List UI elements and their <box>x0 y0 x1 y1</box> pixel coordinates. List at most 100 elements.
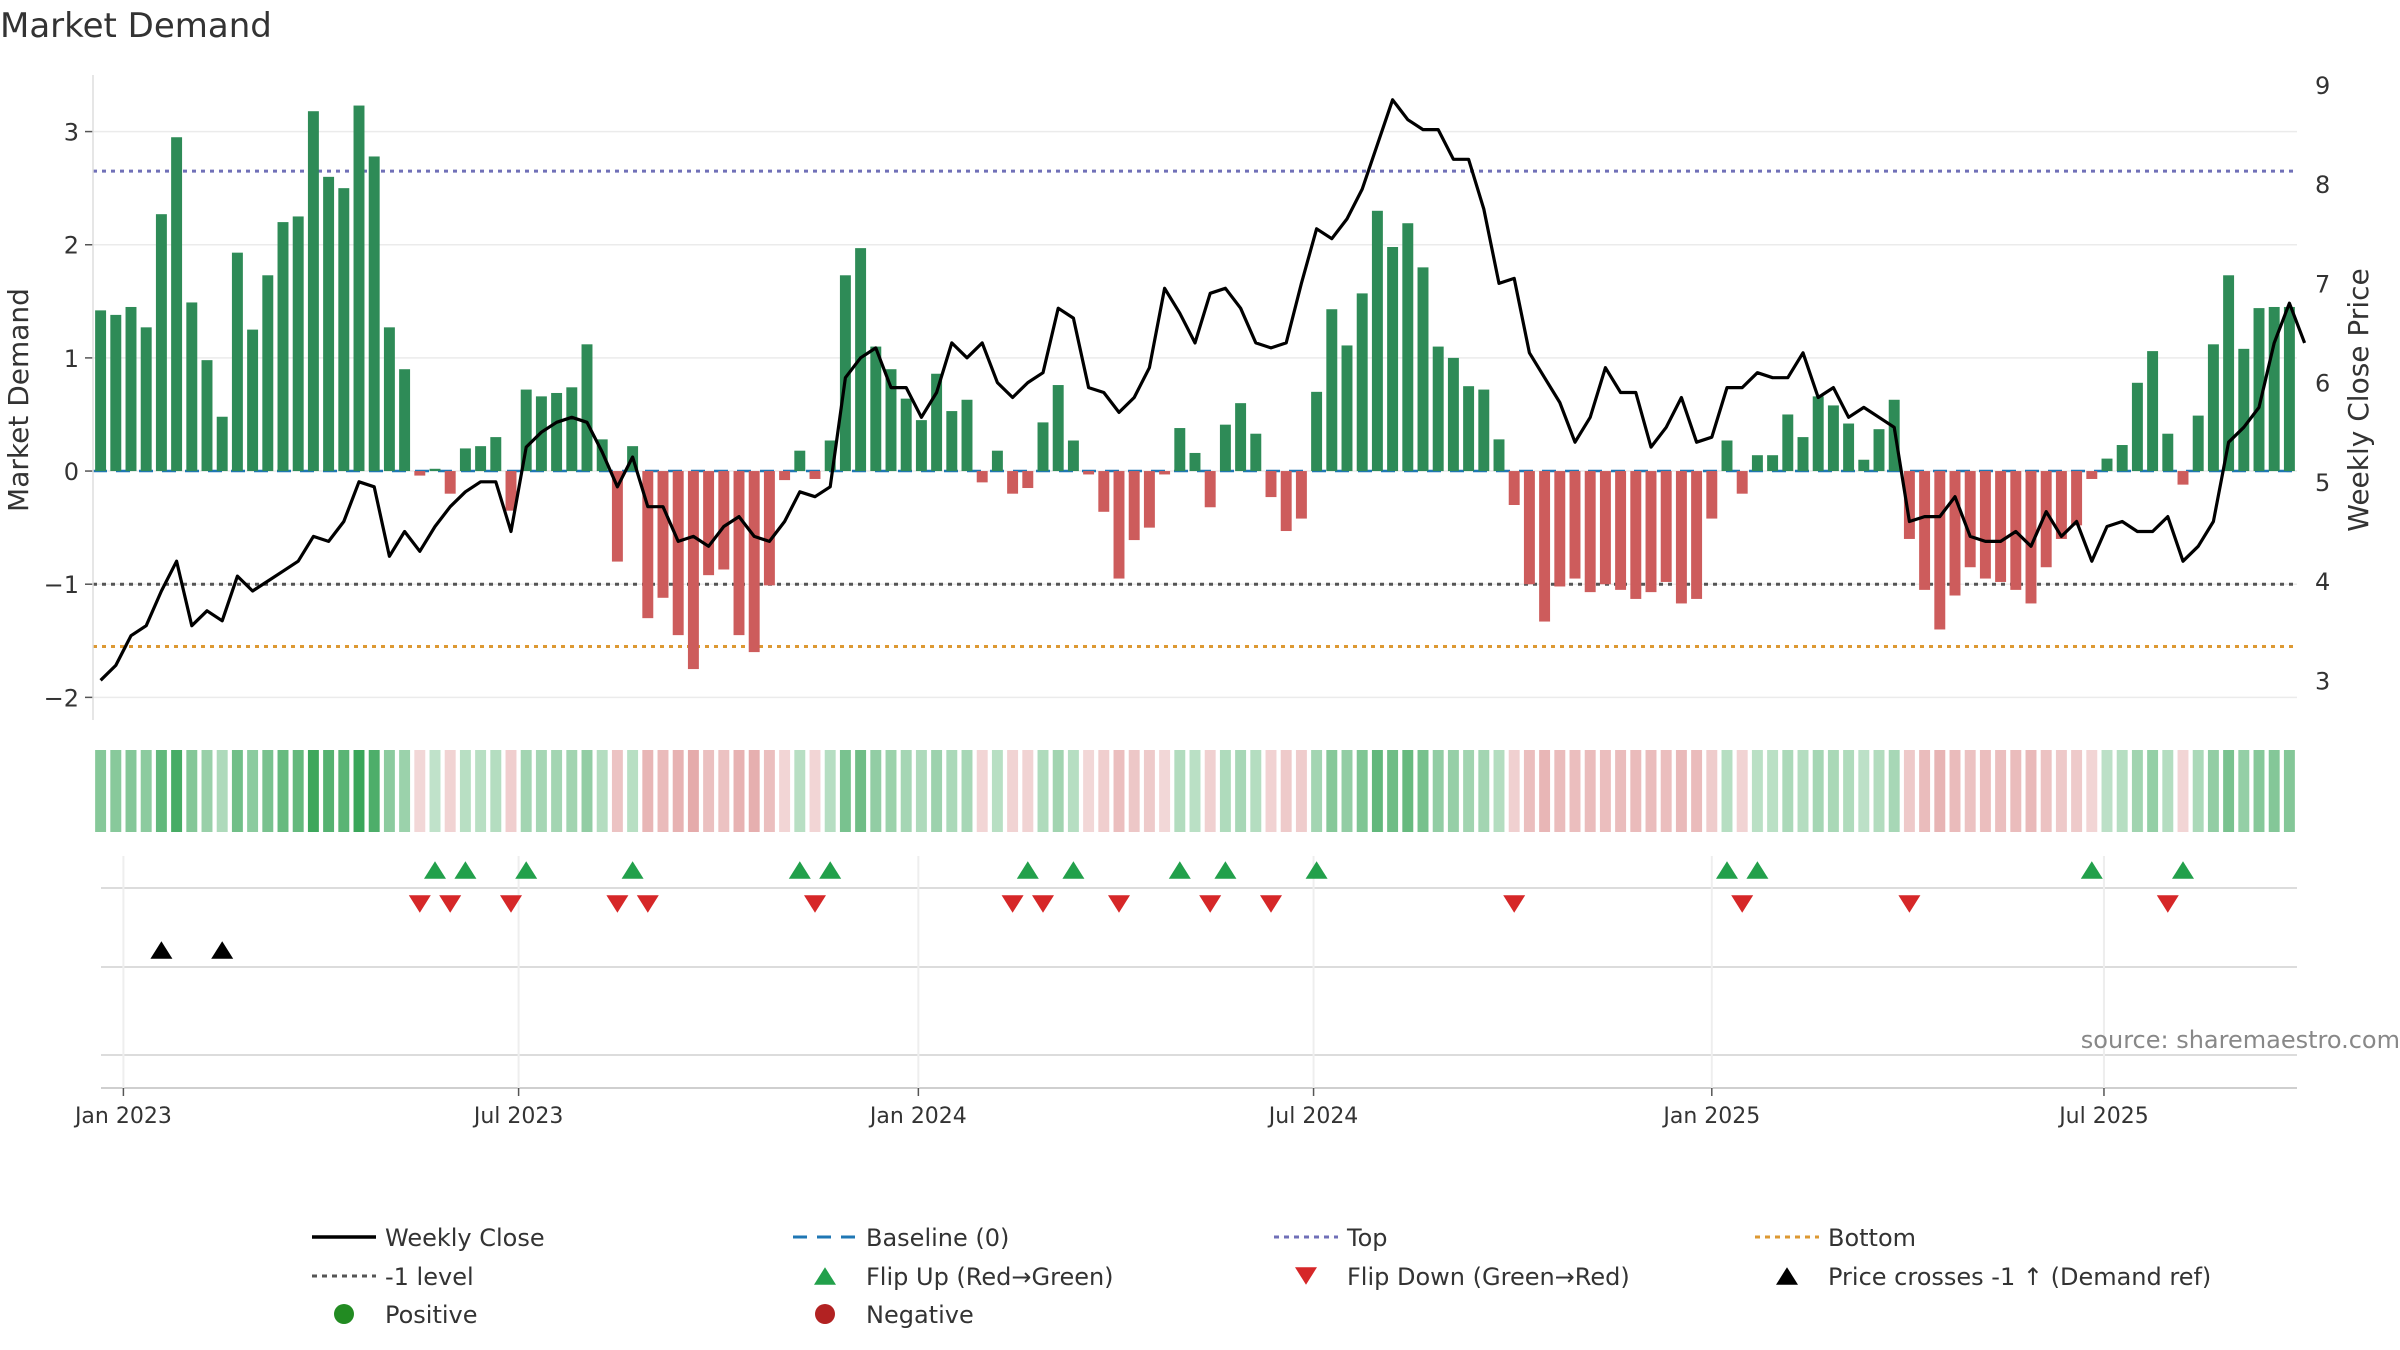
demand-bar <box>718 471 730 570</box>
y2-tick-label: 8 <box>2315 171 2330 199</box>
heat-cell <box>809 750 821 832</box>
demand-bar <box>1189 452 1201 472</box>
legend-item: Bottom <box>1755 1224 1916 1252</box>
demand-bar <box>2238 348 2250 472</box>
x-tick-label: Jul 2023 <box>472 1104 564 1129</box>
demand-bar <box>1584 471 1596 593</box>
demand-bar <box>95 310 107 472</box>
heat-cell <box>1447 750 1459 832</box>
heat-cell <box>1402 750 1414 832</box>
heat-cell <box>2055 750 2067 832</box>
demand-bar <box>1311 391 1323 472</box>
y-tick-label: −1 <box>44 571 79 599</box>
demand-bar <box>809 471 821 479</box>
heat-cell <box>1706 750 1718 832</box>
heat-cell <box>855 750 867 832</box>
heat-cell <box>1812 750 1824 832</box>
heat-cell <box>1843 750 1855 832</box>
heat-cell <box>2177 750 2189 832</box>
heat-cell <box>1113 750 1125 832</box>
heat-cell <box>794 750 806 832</box>
demand-bar <box>1675 471 1687 604</box>
heat-cell <box>1539 750 1551 832</box>
demand-bar <box>1098 471 1110 512</box>
flip-up-marker <box>788 861 811 879</box>
demand-bar <box>687 471 699 670</box>
flip-down-marker <box>606 895 629 913</box>
heat-cell <box>961 750 973 832</box>
demand-bar <box>490 437 502 472</box>
x-tick-label: Jul 2024 <box>1267 1104 1359 1129</box>
flip-up-marker <box>1305 861 1328 879</box>
heat-cell <box>535 750 547 832</box>
heat-cell <box>2223 750 2235 832</box>
y-tick-label: 2 <box>64 232 79 260</box>
heat-cell <box>1599 750 1611 832</box>
heat-cell <box>444 750 456 832</box>
heat-cell <box>1022 750 1034 832</box>
heat-cell <box>672 750 684 832</box>
heat-cell <box>1356 750 1368 832</box>
heat-cell <box>459 750 471 832</box>
heat-cell <box>657 750 669 832</box>
heat-cell <box>1235 750 1247 832</box>
heat-cell <box>1326 750 1338 832</box>
demand-heat-strip <box>95 750 2295 832</box>
demand-bar <box>2283 306 2295 472</box>
heat-cell <box>429 750 441 832</box>
flip-down-marker <box>1199 895 1222 913</box>
heat-cell <box>1067 750 1079 832</box>
demand-bar <box>292 216 304 472</box>
demand-bar <box>171 137 183 472</box>
demand-bar <box>885 369 897 472</box>
heat-cell <box>718 750 730 832</box>
heat-cell <box>703 750 715 832</box>
demand-bar <box>1523 471 1535 585</box>
heat-cell <box>1037 750 1049 832</box>
chart-title: Market Demand <box>0 6 272 46</box>
demand-bar <box>1113 471 1125 579</box>
heat-cell <box>95 750 107 832</box>
heat-cell <box>262 750 274 832</box>
heat-cell <box>1478 750 1490 832</box>
legend-label: Baseline (0) <box>866 1224 1009 1252</box>
heat-cell <box>1995 750 2007 832</box>
demand-bar <box>1539 471 1551 622</box>
heat-cell <box>125 750 137 832</box>
demand-bar <box>1007 471 1019 494</box>
demand-bar <box>1417 267 1429 472</box>
heat-cell <box>1645 750 1657 832</box>
heat-cell <box>1584 750 1596 832</box>
flip-up-marker <box>621 861 644 879</box>
heat-cell <box>1265 750 1277 832</box>
flip-up-marker <box>1062 861 1085 879</box>
demand-bar <box>2162 433 2174 472</box>
demand-bar <box>1645 471 1657 593</box>
demand-bar <box>1949 471 1961 596</box>
heat-cell <box>1493 750 1505 832</box>
heat-cell <box>277 750 289 832</box>
heat-cell <box>1219 750 1231 832</box>
demand-bar <box>414 471 426 476</box>
heat-cell <box>2101 750 2113 832</box>
demand-bar <box>1067 440 1079 472</box>
demand-bar <box>976 471 988 483</box>
heat-cell <box>946 750 958 832</box>
demand-bar <box>1797 437 1809 472</box>
heat-cell <box>991 750 1003 832</box>
heat-cell <box>581 750 593 832</box>
heat-cell <box>2192 750 2204 832</box>
demand-bar <box>1736 471 1748 494</box>
demand-bar <box>1463 386 1475 472</box>
heat-cell <box>1128 750 1140 832</box>
flip-down-marker <box>1260 895 1282 913</box>
heat-cell <box>292 750 304 832</box>
demand-bar <box>733 471 745 636</box>
flip-down-marker <box>1503 895 1526 913</box>
demand-bar <box>1508 471 1520 505</box>
price-series <box>99 98 2307 682</box>
heat-cell <box>1523 750 1535 832</box>
reference-levels <box>93 169 2297 648</box>
demand-bar <box>1615 471 1627 590</box>
heat-cell <box>1174 750 1186 832</box>
